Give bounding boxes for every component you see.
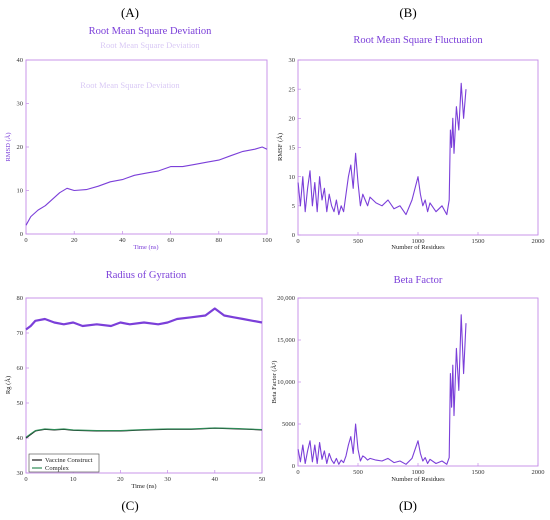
x-axis-label-rmsf: Number of Residues xyxy=(391,244,445,251)
y-tick-label: 5000 xyxy=(282,421,295,428)
panel-label-d: (D) xyxy=(399,498,417,513)
x-axis-label-beta-factor: Number of Residues xyxy=(391,476,445,483)
chart-rmsf: Root Mean Square Fluctuation 0 500 1000 150… xyxy=(276,35,545,251)
legend-box xyxy=(28,453,100,473)
y-tick-label: 30 xyxy=(289,57,296,64)
x-tick-label: 80 xyxy=(216,237,223,244)
y-tick-label: 20 xyxy=(17,144,24,151)
y-tick-label: 30 xyxy=(17,101,24,108)
x-tick-label: 20 xyxy=(117,476,124,483)
chart-rmsd: Root Mean Square Deviation Root Mean Squ… xyxy=(4,26,272,251)
y-axis-label-rmsf: RMSF (Å) xyxy=(276,133,284,161)
plot-area-rg xyxy=(25,307,263,439)
plot-frame-rmsf xyxy=(297,59,539,236)
x-tick-label: 40 xyxy=(119,237,126,244)
y-tick-label: 50 xyxy=(17,400,24,407)
chart-beta-factor: Beta Factor 0 500 1000 1500 2000 0 5000 10,000 1… xyxy=(270,275,545,483)
x-tick-label: 20 xyxy=(71,237,78,244)
x-axis-label-rmsd: Time (ns) xyxy=(133,244,158,251)
axis-ticks-rmsd: 0 20 40 60 80 100 0 10 20 30 40 xyxy=(17,57,272,244)
y-axis-label-rmsd: RMSD (Å) xyxy=(4,132,12,161)
x-tick-label: 0 xyxy=(24,476,27,483)
series-line-rg-1 xyxy=(25,307,263,331)
series-line-beta-factor-1 xyxy=(297,314,467,465)
y-tick-label: 0 xyxy=(20,231,23,238)
x-tick-label: 500 xyxy=(353,469,363,476)
chart-title-beta-factor: Beta Factor xyxy=(394,275,443,286)
panel-label-a: (A) xyxy=(121,5,139,20)
x-tick-label: 1500 xyxy=(472,469,485,476)
y-tick-label: 70 xyxy=(17,330,24,337)
y-axis-label-rg: Rg (Å) xyxy=(4,376,12,394)
chart-title-rmsd: Root Mean Square Deviation xyxy=(89,26,213,37)
x-tick-label: 500 xyxy=(353,238,363,245)
y-tick-label: 40 xyxy=(17,57,24,64)
x-tick-label: 2000 xyxy=(532,469,545,476)
x-tick-label: 30 xyxy=(164,476,171,483)
y-tick-label: 60 xyxy=(17,365,24,372)
y-tick-label: 80 xyxy=(17,295,24,302)
x-tick-label: 0 xyxy=(24,237,27,244)
legend-rg: Vaccine Construct Complex xyxy=(28,453,100,473)
chart-ghost-title-rmsd: Root Mean Square Deviation xyxy=(100,40,200,50)
x-tick-label: 1000 xyxy=(412,469,425,476)
x-tick-label: 100 xyxy=(262,237,272,244)
plot-frame-rg xyxy=(25,297,263,474)
series-line-rmsf-1 xyxy=(297,82,467,216)
series-line-rg-3 xyxy=(25,427,263,438)
legend-label-vaccine-construct: Vaccine Construct xyxy=(45,457,93,464)
y-tick-label: 0 xyxy=(292,232,295,239)
panel-label-b: (B) xyxy=(399,5,416,20)
y-tick-label: 20,000 xyxy=(277,295,295,302)
x-tick-label: 0 xyxy=(296,238,299,245)
axis-ticks-rg: 0 10 20 30 40 50 30 40 50 60 70 80 xyxy=(17,295,266,483)
y-tick-label: 10 xyxy=(17,188,24,195)
plot-area-beta-factor xyxy=(297,314,467,465)
y-tick-label: 5 xyxy=(292,203,295,210)
y-tick-label: 30 xyxy=(17,470,24,477)
series-line-rmsd-1 xyxy=(25,146,268,226)
legend-label-complex: Complex xyxy=(45,465,70,472)
y-tick-label: 0 xyxy=(292,463,295,470)
x-tick-label: 10 xyxy=(70,476,77,483)
y-tick-label: 20 xyxy=(289,116,296,123)
plot-area-rmsd xyxy=(25,146,268,226)
chart-rg: Radius of Gyration 0 10 20 30 40 50 30 40 50 60 70… xyxy=(4,270,265,490)
panel-label-c: (C) xyxy=(121,498,138,513)
y-tick-label: 25 xyxy=(289,86,296,93)
x-tick-label: 1000 xyxy=(412,238,425,245)
chart-ghost-title-rmsd-2: Root Mean Square Deviation xyxy=(80,80,180,90)
y-tick-label: 15,000 xyxy=(277,337,295,344)
axis-ticks-beta-factor: 0 500 1000 1500 2000 0 5000 10,000 15,000 20,000 xyxy=(277,295,544,476)
x-tick-label: 2000 xyxy=(532,238,545,245)
x-tick-label: 60 xyxy=(167,237,174,244)
plot-frame-beta-factor xyxy=(297,297,539,467)
x-tick-label: 1500 xyxy=(472,238,485,245)
x-tick-label: 50 xyxy=(259,476,266,483)
plot-frame-rmsd xyxy=(25,59,268,235)
chart-title-rmsf: Root Mean Square Fluctuation xyxy=(353,35,483,46)
y-tick-label: 15 xyxy=(289,145,296,152)
y-tick-label: 40 xyxy=(17,435,24,442)
chart-title-rg: Radius of Gyration xyxy=(106,270,187,281)
y-tick-label: 10 xyxy=(289,174,296,181)
x-tick-label: 40 xyxy=(212,476,219,483)
y-tick-label: 10,000 xyxy=(277,379,295,386)
y-axis-label-beta-factor: Beta Factor (Å²) xyxy=(270,361,278,404)
x-tick-label: 0 xyxy=(296,469,299,476)
axis-ticks-rmsf: 0 500 1000 1500 2000 0 5 10 15 20 25 30 xyxy=(289,57,545,245)
x-axis-label-rg: Time (ns) xyxy=(131,483,156,490)
plot-area-rmsf xyxy=(297,82,467,216)
